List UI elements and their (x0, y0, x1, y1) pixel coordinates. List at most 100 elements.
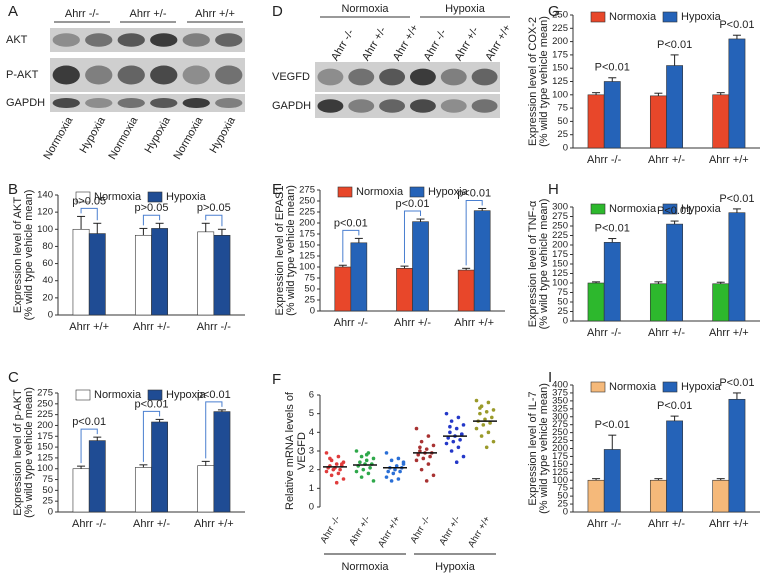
data-point (479, 434, 484, 438)
y-tick-label: 175 (552, 451, 568, 462)
data-point (384, 451, 389, 455)
y-tick-label: 250 (299, 196, 315, 207)
error-bar (608, 238, 617, 243)
y-tick-label: 50 (304, 284, 315, 295)
y-tick-label: 80 (42, 241, 53, 252)
blot-band (317, 99, 344, 113)
legend-swatch (147, 389, 163, 401)
data-point (386, 469, 391, 474)
data-point (398, 469, 402, 474)
x-tick-label: Ahrr +/- (133, 518, 170, 530)
blot-band (409, 68, 436, 86)
bar (72, 468, 90, 513)
significance-bracket (465, 199, 483, 266)
annotation: p<0.01 (197, 389, 231, 401)
error-bar (654, 92, 663, 96)
y-tick-label: 50 (557, 116, 568, 127)
data-point (444, 411, 449, 416)
y-tick-label: 25 (557, 306, 568, 317)
y-axis-sublabel: (% wild type vehicle mean) (538, 16, 550, 147)
error-bar (354, 237, 363, 243)
data-point (389, 479, 394, 483)
y-tick-label: 4 (309, 427, 314, 438)
legend-swatch (409, 186, 425, 198)
data-point (421, 456, 426, 461)
lane-label: Ahrr -/- (329, 27, 357, 63)
significance-bracket (342, 229, 360, 263)
panel-letter: C (8, 369, 19, 386)
x-tick-label: Ahrr +/+ (194, 518, 234, 530)
blot-band (215, 97, 243, 109)
legend-swatch (662, 381, 678, 393)
bar (587, 282, 605, 322)
legend-label: Normoxia (609, 203, 657, 215)
error-bar (217, 409, 226, 412)
y-tick-label: 325 (552, 403, 568, 414)
data-point (460, 432, 464, 437)
data-point (419, 467, 424, 472)
significance-bracket (142, 214, 161, 226)
bar (649, 479, 667, 513)
annotation: p<0.01 (72, 416, 106, 428)
bar (666, 420, 684, 513)
y-tick-label: 20 (42, 292, 53, 303)
lane-label: Ahrr +/+ (391, 23, 421, 63)
bar (649, 283, 667, 322)
data-point (444, 441, 449, 446)
significance-bracket (403, 210, 422, 264)
y-tick-label: 150 (37, 442, 53, 453)
error-bar (139, 464, 148, 468)
data-point (364, 452, 369, 457)
data-point (491, 408, 496, 412)
bar (72, 228, 90, 316)
legend-swatch (590, 11, 606, 23)
y-tick-label: 225 (552, 23, 568, 34)
error-bar (93, 222, 102, 234)
y-tick-label: 225 (552, 230, 568, 241)
annotation: p>0.05 (197, 202, 231, 214)
blot-band (150, 65, 178, 85)
y-tick-label: 75 (42, 474, 53, 485)
y-tick-label: 175 (552, 249, 568, 260)
error-bar (462, 267, 471, 271)
y-tick-label: 200 (37, 420, 53, 431)
data-point (491, 439, 496, 444)
y-tick-label: 100 (552, 278, 568, 289)
bar (151, 421, 169, 513)
annotation: p>0.05 (135, 202, 169, 214)
legend-label: Hypoxia (428, 186, 469, 198)
blot-band (379, 99, 406, 113)
annotation: P<0.01 (657, 400, 692, 412)
data-point (334, 480, 339, 485)
annotation: P<0.01 (657, 39, 692, 51)
data-point (389, 458, 394, 463)
x-tick-label: Ahrr -/- (197, 321, 232, 333)
bar (134, 467, 152, 513)
legend-label: Normoxia (609, 381, 657, 393)
y-axis-sublabel: VEGFD (296, 432, 308, 470)
y-tick-label: 275 (552, 419, 568, 430)
column-header: Hypoxia (445, 3, 486, 15)
data-point (490, 415, 494, 420)
blot-band (471, 68, 498, 86)
bar (412, 221, 429, 312)
panel-letter: D (272, 3, 283, 20)
y-tick-label: 300 (552, 411, 568, 422)
error-bar (478, 207, 487, 211)
bar (134, 234, 152, 316)
lane-label: Ahrr +/- (452, 25, 481, 63)
legend-label: Hypoxia (166, 191, 207, 203)
significance-bracket (80, 207, 98, 221)
y-tick-label: 0 (563, 143, 568, 154)
legend-label: Hypoxia (681, 381, 722, 393)
blot-band (85, 65, 113, 85)
legend-label: Normoxia (94, 191, 142, 203)
significance-bracket (142, 410, 161, 462)
legend-label: Hypoxia (681, 11, 722, 23)
bar (666, 65, 684, 149)
y-tick-label: 275 (37, 388, 53, 399)
data-point (461, 423, 466, 427)
data-point (451, 439, 456, 444)
data-point (484, 410, 489, 414)
